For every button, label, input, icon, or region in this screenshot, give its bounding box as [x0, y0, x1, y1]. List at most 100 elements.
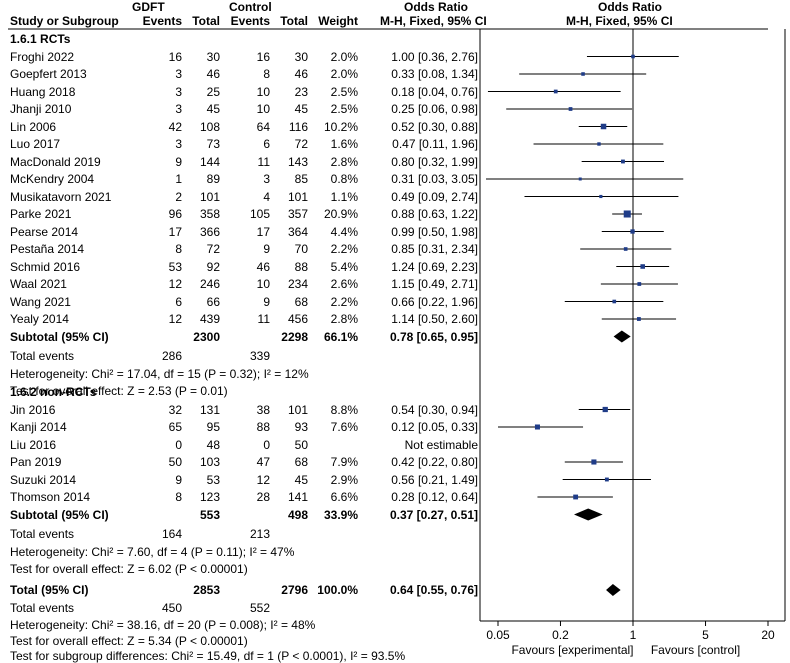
- point-estimate: [637, 282, 642, 286]
- study-name: Pestaña 2014: [10, 242, 85, 256]
- pooled-diamond: [613, 330, 631, 343]
- study-name: Liu 2016: [10, 437, 57, 452]
- point-estimate: [553, 89, 558, 94]
- study-name: Pan 2019: [10, 455, 62, 469]
- point-estimate: [600, 123, 607, 130]
- study-name: Jhanji 2010: [10, 102, 72, 116]
- events-control: 9: [263, 242, 270, 256]
- study-name: Goepfert 2013: [10, 67, 87, 81]
- events-control: 38: [256, 402, 270, 417]
- events-control: 10: [256, 277, 270, 291]
- total-gdft: 72: [206, 242, 220, 256]
- odds-ratio-ci: 1.14 [0.50, 2.60]: [391, 312, 478, 326]
- events-gdft: 2: [175, 189, 182, 204]
- total-weight: 100.0%: [317, 583, 358, 597]
- point-estimate: [612, 299, 617, 304]
- total-control: 357: [287, 207, 308, 221]
- odds-ratio-ci: 0.25 [0.06, 0.98]: [391, 102, 478, 116]
- events-gdft: 65: [168, 420, 182, 434]
- events-gdft: 12: [168, 277, 182, 291]
- header-odds-ratio-right: Odds Ratio: [597, 0, 662, 14]
- events-control: 9: [263, 294, 270, 309]
- events-control: 10: [256, 84, 270, 99]
- odds-ratio-ci: 0.85 [0.31, 2.34]: [391, 242, 478, 256]
- events-control: 88: [256, 420, 270, 434]
- point-estimate: [640, 264, 645, 269]
- total-gdft: 73: [206, 137, 220, 151]
- weight: 2.5%: [330, 102, 358, 116]
- weight: 2.2%: [330, 294, 358, 309]
- weight: 7.9%: [330, 455, 358, 469]
- total-gdft: 30: [206, 49, 220, 64]
- events-control: 11: [257, 312, 270, 326]
- events-gdft: 9: [175, 154, 182, 169]
- total-ci: 0.64 [0.55, 0.76]: [389, 583, 478, 597]
- events-control: 4: [263, 189, 270, 204]
- study-name: Lin 2006: [10, 119, 57, 134]
- subtotal-ci: 0.78 [0.65, 0.95]: [389, 329, 478, 344]
- total-gdft: 25: [206, 84, 220, 99]
- weight: 2.8%: [330, 154, 358, 169]
- events-control: 0: [263, 437, 270, 452]
- total-gdft: 92: [206, 259, 220, 274]
- total-control: 101: [287, 402, 308, 417]
- total-gdft: 45: [206, 102, 220, 116]
- pooled-diamond: [606, 584, 621, 596]
- x-tick-label: 1: [630, 628, 637, 642]
- total-gdft: 48: [206, 437, 220, 452]
- total-control: 234: [287, 277, 308, 291]
- study-name: Wang 2021: [10, 294, 71, 309]
- subtotal-total-control: 2298: [281, 329, 308, 344]
- header-odds-ratio-left: Odds Ratio: [403, 0, 468, 14]
- point-estimate: [602, 406, 608, 413]
- total-control: 46: [294, 67, 308, 81]
- events-gdft: 50: [168, 455, 182, 469]
- total-gdft: 103: [199, 455, 220, 469]
- total-control: 456: [287, 312, 308, 326]
- events-gdft: 6: [175, 294, 182, 309]
- odds-ratio-ci: 0.88 [0.63, 1.22]: [391, 207, 478, 221]
- total-gdft: 46: [206, 67, 220, 81]
- study-name: Schmid 2016: [10, 259, 81, 274]
- events-control: 64: [256, 119, 270, 134]
- odds-ratio-ci: 0.28 [0.12, 0.64]: [391, 490, 478, 504]
- odds-ratio-ci: 0.66 [0.22, 1.96]: [391, 294, 478, 309]
- point-estimate: [534, 424, 540, 430]
- weight: 6.6%: [330, 490, 358, 504]
- total-gdft: 131: [199, 402, 220, 417]
- point-estimate: [623, 247, 628, 251]
- point-estimate: [597, 142, 601, 146]
- events-control: 17: [256, 224, 270, 239]
- favours-experimental-label: Favours [experimental]: [511, 643, 633, 657]
- odds-ratio-ci: 0.42 [0.22, 0.80]: [391, 455, 478, 469]
- events-control: 12: [256, 472, 270, 487]
- events-gdft: 32: [168, 402, 182, 417]
- events-gdft: 96: [168, 207, 182, 221]
- weight: 10.2%: [323, 119, 358, 134]
- events-control: 105: [249, 207, 270, 221]
- events-control: 3: [263, 172, 270, 186]
- study-name: MacDonald 2019: [10, 154, 101, 169]
- total-gdft: 89: [206, 172, 220, 186]
- events-control: 47: [256, 455, 270, 469]
- total-control: 72: [294, 137, 308, 151]
- study-name: Froghi 2022: [10, 49, 75, 64]
- overall-effect: Test for overall effect: Z = 6.02 (P < 0…: [10, 562, 248, 576]
- events-control: 10: [256, 102, 270, 116]
- events-control: 16: [256, 49, 270, 64]
- total-events-gdft: 286: [161, 349, 182, 363]
- weight: 2.0%: [330, 67, 358, 81]
- subtotal-total-gdft: 2300: [193, 329, 220, 344]
- events-gdft: 42: [168, 119, 182, 134]
- weight: 7.6%: [330, 420, 358, 434]
- header-group2: Control: [229, 0, 272, 14]
- col-method-left: M-H, Fixed, 95% CI: [380, 14, 487, 28]
- header-group1: GDFT: [132, 0, 165, 14]
- weight: 4.4%: [330, 224, 358, 239]
- total-control: 93: [294, 420, 308, 434]
- subtotal-total-control: 498: [287, 507, 308, 522]
- events-gdft: 3: [175, 67, 182, 81]
- events-control: 11: [257, 154, 270, 169]
- total-overall-effect: Test for overall effect: Z = 5.34 (P < 0…: [10, 634, 248, 648]
